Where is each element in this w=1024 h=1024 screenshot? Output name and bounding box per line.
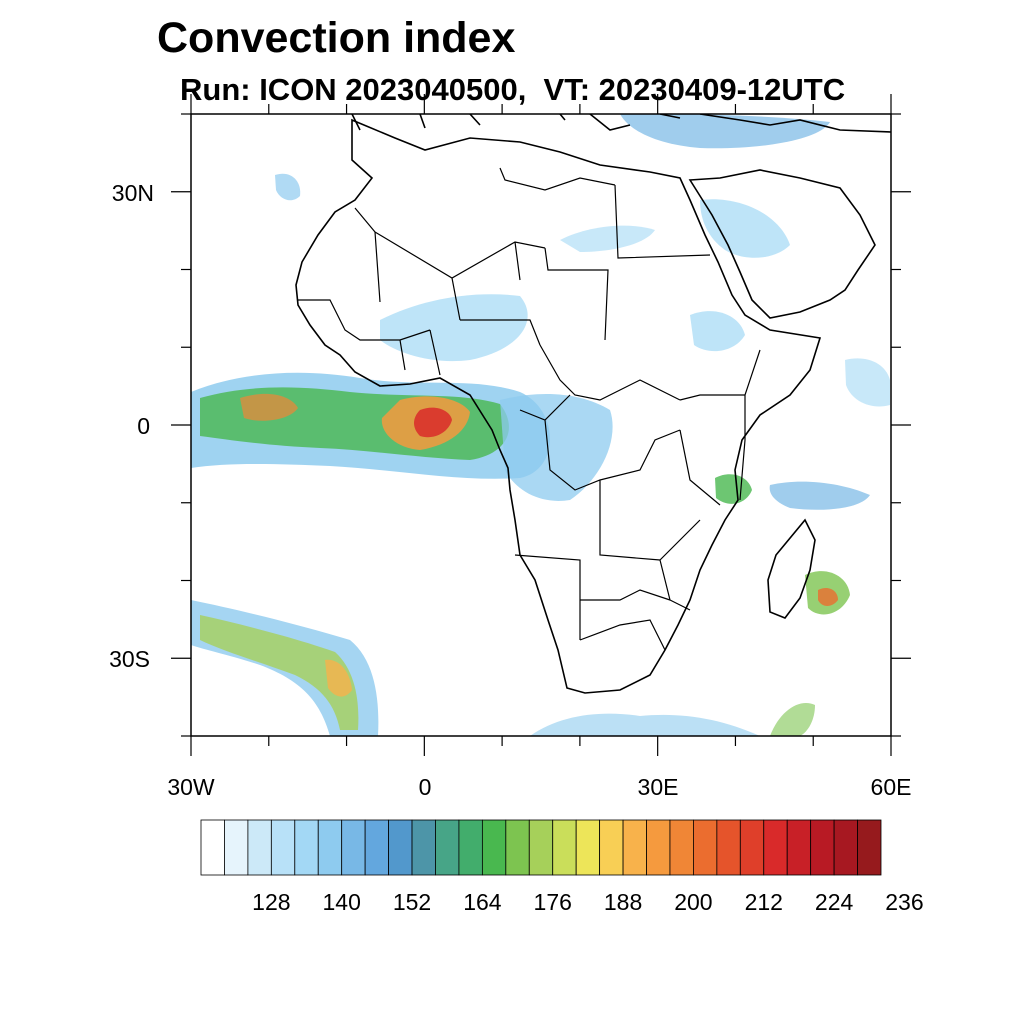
colorbar-box xyxy=(599,819,624,876)
convection-area-atlantic-west xyxy=(240,393,298,421)
colorbar-label: 152 xyxy=(392,889,432,915)
coastline-madagascar xyxy=(767,518,816,619)
colorbar-box xyxy=(716,819,741,876)
colorbar-box xyxy=(224,819,249,876)
colorbar-box xyxy=(435,819,460,876)
convection-area-indian-ocean xyxy=(769,481,870,510)
colorbar-box xyxy=(552,819,577,876)
convection-field xyxy=(191,114,890,736)
lon-label-0: 0 xyxy=(418,774,432,800)
border-lines-east xyxy=(659,349,761,611)
colorbar-box xyxy=(458,819,483,876)
border-lines-central xyxy=(519,344,681,561)
colorbar-box xyxy=(575,819,601,876)
colorbar-box xyxy=(364,819,389,876)
convection-area-ethiopia xyxy=(690,311,745,352)
colorbar-box xyxy=(810,819,835,876)
lon-label-60e: 60E xyxy=(870,774,912,800)
colorbar-box xyxy=(294,819,319,876)
colorbar-label: 164 xyxy=(463,889,502,915)
convection-area-south-east xyxy=(770,703,815,736)
convection-area-mediterranean xyxy=(620,114,830,149)
colorbar-box xyxy=(270,819,296,876)
colorbar-box xyxy=(786,819,812,876)
lon-label-30e: 30E xyxy=(637,774,679,800)
convection-area-congo xyxy=(500,394,613,501)
colorbar-box xyxy=(693,819,718,876)
colorbar-box xyxy=(411,819,436,876)
colorbar-label: 212 xyxy=(744,889,783,915)
colorbar-box xyxy=(528,819,554,876)
convection-area-south-atlantic-peak xyxy=(325,659,352,697)
colorbar-label: 236 xyxy=(885,889,924,915)
country-borders xyxy=(298,167,761,651)
colorbar-label: 176 xyxy=(533,889,572,915)
convection-area-arabian-sea xyxy=(845,358,890,407)
colorbar-box xyxy=(317,819,343,876)
colorbar-box xyxy=(739,819,765,876)
convection-area-sahara-band xyxy=(560,225,655,252)
colorbar-label: 224 xyxy=(814,889,854,915)
lat-label-30s: 30S xyxy=(109,646,150,672)
lon-label-30w: 30W xyxy=(167,774,215,800)
colorbar-box xyxy=(505,819,530,876)
page-subtitle: Run: ICON 2023040500, VT: 20230409-12UTC xyxy=(180,72,846,107)
colorbar-box xyxy=(200,819,225,876)
page-title: Convection index xyxy=(157,14,516,62)
coastlines xyxy=(295,114,891,694)
lat-label-30n: 30N xyxy=(111,180,154,206)
colorbar-box xyxy=(833,819,858,876)
colorbar-label: 128 xyxy=(252,889,291,915)
coastline-africa xyxy=(295,118,822,694)
colorbar-box xyxy=(669,819,694,876)
colorbar-box xyxy=(763,819,788,876)
colorbar-box xyxy=(247,819,272,876)
colorbar-box xyxy=(481,819,507,876)
colorbar-box xyxy=(622,819,647,876)
border-lines-west xyxy=(298,299,541,376)
coastline-europe xyxy=(351,114,891,133)
convection-area-madagascar-core xyxy=(818,588,838,606)
colorbar-box xyxy=(388,819,413,876)
border-lines-north xyxy=(354,167,711,341)
coastline-arabia xyxy=(688,169,876,319)
colorbar-label: 140 xyxy=(322,889,361,915)
convection-area-canaries xyxy=(275,173,301,201)
convection-area-kenya-coast xyxy=(715,474,752,504)
colorbar-label: 188 xyxy=(603,889,643,915)
convection-area-sahel xyxy=(380,294,528,362)
colorbar xyxy=(200,819,882,876)
map-axis-ticks xyxy=(171,94,911,756)
border-lines-south xyxy=(514,554,671,651)
colorbar-box xyxy=(341,819,366,876)
colorbar-label: 200 xyxy=(674,889,713,915)
colorbar-box xyxy=(857,819,882,876)
convection-area-south-indian xyxy=(530,713,760,736)
convection-area-peak-red xyxy=(414,407,452,438)
convection-area-south-atlantic-core xyxy=(200,615,359,730)
convection-area-arabia xyxy=(700,199,790,258)
lat-label-0: 0 xyxy=(137,413,150,439)
colorbar-box xyxy=(646,819,671,876)
